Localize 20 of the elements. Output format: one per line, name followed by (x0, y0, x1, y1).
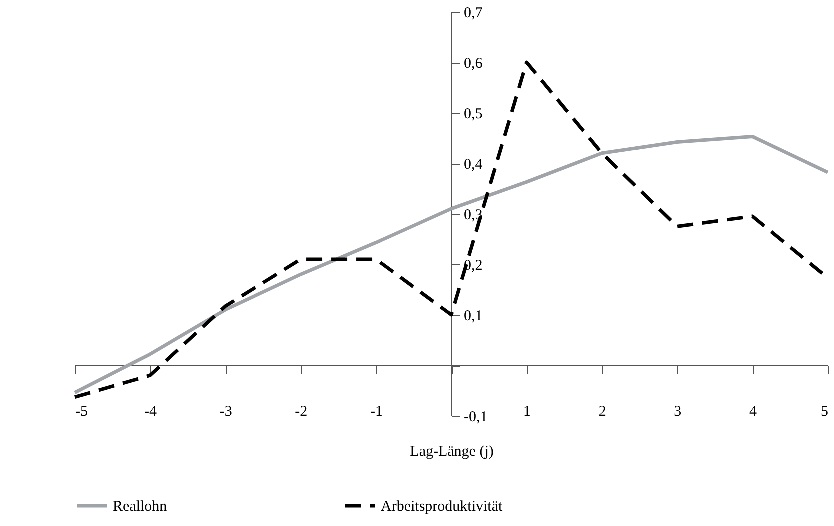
y-tick-label: 0,4 (464, 157, 484, 173)
y-tick-label: 0,6 (464, 56, 484, 72)
y-tick-label: 0,7 (464, 6, 484, 22)
x-tick-label: 2 (598, 404, 606, 420)
legend-label: Reallohn (113, 499, 168, 515)
x-axis-title: Lag-Länge (j) (410, 444, 494, 460)
x-tick-label: -5 (76, 404, 88, 420)
x-tick-label: -2 (295, 404, 308, 420)
y-tick-label: -0,1 (464, 410, 488, 426)
y-tick-label: 0,1 (464, 308, 483, 324)
x-tick-label: -4 (144, 404, 158, 420)
y-tick-label: 0,5 (464, 106, 483, 122)
x-tick-label: 4 (749, 404, 758, 420)
x-tick-label: 3 (674, 404, 682, 420)
x-tick-label: -3 (220, 404, 232, 420)
line-series (73, 134, 830, 395)
x-tick-label: -1 (370, 404, 383, 420)
x-tick-label: 1 (524, 404, 532, 420)
legend-label: Arbeitsproduktivität (381, 499, 504, 515)
x-tick-label: 5 (821, 404, 828, 420)
